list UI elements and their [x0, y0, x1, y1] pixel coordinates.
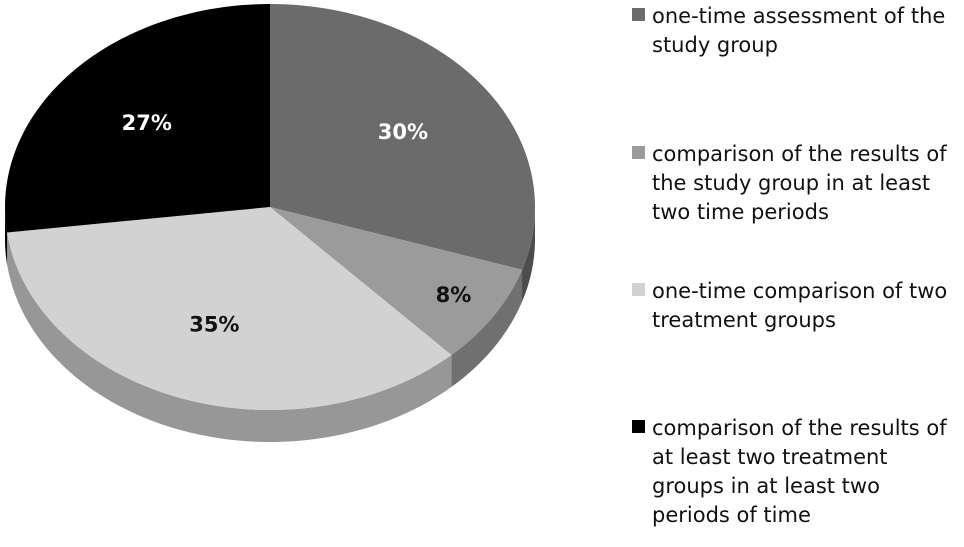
- legend-item: comparison of the results of at least tw…: [632, 414, 962, 530]
- legend-swatch: [632, 146, 645, 159]
- legend-swatch: [632, 283, 645, 296]
- legend-swatch: [632, 8, 645, 21]
- legend-label: comparison of the results of the study g…: [652, 142, 947, 224]
- legend-item: comparison of the results of the study g…: [632, 140, 962, 227]
- pie-slice: [270, 4, 535, 270]
- slice-label: 8%: [436, 283, 472, 307]
- legend-label: one-time assessment of the study group: [652, 4, 946, 57]
- legend-item: one-time comparison of two treatment gro…: [632, 277, 962, 335]
- pie-side: [7, 232, 452, 442]
- pie-side: [522, 207, 535, 302]
- legend-swatch: [632, 420, 645, 433]
- pie-side: [5, 207, 8, 265]
- pie-slice: [270, 207, 523, 355]
- slice-label: 27%: [122, 111, 172, 135]
- pie-slice: [7, 207, 452, 410]
- pie-side: [451, 269, 523, 387]
- legend-label: one-time comparison of two treatment gro…: [652, 279, 948, 332]
- legend-label: comparison of the results of at least tw…: [652, 416, 947, 527]
- slice-label: 30%: [378, 120, 428, 144]
- pie-slice: [5, 4, 271, 233]
- slice-label: 35%: [189, 312, 239, 336]
- legend-item: one-time assessment of the study group: [632, 2, 962, 60]
